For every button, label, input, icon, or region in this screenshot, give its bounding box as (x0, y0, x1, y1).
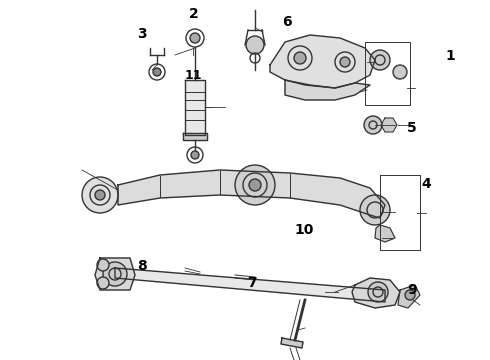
Text: 10: 10 (294, 224, 314, 237)
Polygon shape (185, 80, 205, 135)
Text: 8: 8 (137, 260, 147, 273)
Circle shape (190, 33, 200, 43)
Text: 3: 3 (137, 27, 147, 41)
Circle shape (97, 259, 109, 271)
Circle shape (246, 36, 264, 54)
Polygon shape (95, 258, 135, 290)
Text: 6: 6 (282, 15, 292, 28)
Circle shape (364, 116, 382, 134)
Circle shape (191, 151, 199, 159)
Circle shape (103, 262, 127, 286)
Polygon shape (285, 80, 370, 100)
Polygon shape (183, 133, 207, 140)
Text: 1: 1 (446, 49, 456, 63)
Polygon shape (115, 268, 385, 302)
Polygon shape (381, 118, 397, 132)
Circle shape (82, 177, 118, 213)
Text: 11: 11 (185, 69, 202, 82)
Circle shape (405, 290, 415, 300)
Polygon shape (270, 35, 375, 88)
Text: 4: 4 (421, 177, 431, 190)
Polygon shape (281, 338, 303, 348)
Text: 5: 5 (407, 121, 416, 135)
Circle shape (249, 179, 261, 191)
Polygon shape (352, 278, 400, 308)
Circle shape (370, 50, 390, 70)
Circle shape (360, 195, 390, 225)
Circle shape (95, 190, 105, 200)
Circle shape (97, 277, 109, 289)
Text: 7: 7 (247, 276, 257, 289)
Text: 9: 9 (407, 283, 416, 297)
Polygon shape (398, 285, 420, 308)
Circle shape (153, 68, 161, 76)
Circle shape (294, 52, 306, 64)
Polygon shape (118, 170, 385, 218)
Circle shape (235, 165, 275, 205)
Circle shape (340, 57, 350, 67)
Polygon shape (375, 225, 395, 242)
Text: 2: 2 (189, 8, 198, 21)
Circle shape (368, 282, 388, 302)
Circle shape (393, 65, 407, 79)
